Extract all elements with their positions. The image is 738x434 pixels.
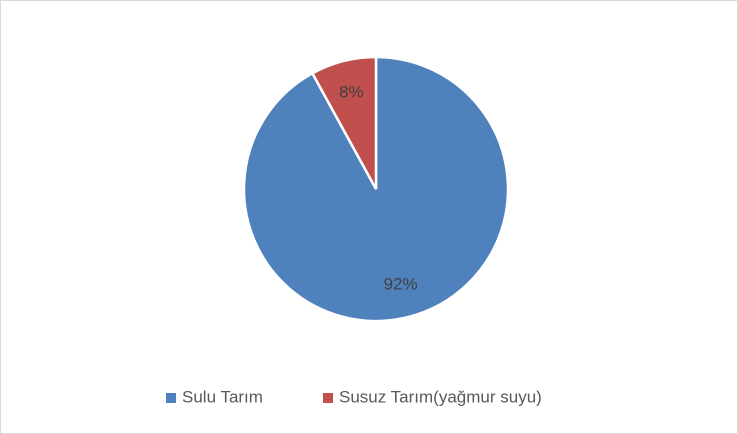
pie-slice	[242, 55, 510, 323]
legend-label: Sulu Tarım	[182, 387, 263, 406]
legend-label: Susuz Tarım(yağmur suyu)	[339, 387, 542, 406]
legend-swatch	[323, 393, 333, 403]
legend-swatch	[166, 393, 176, 403]
data-label: 8%	[339, 83, 364, 102]
data-label: 92%	[384, 274, 418, 293]
pie-slice	[310, 55, 378, 190]
